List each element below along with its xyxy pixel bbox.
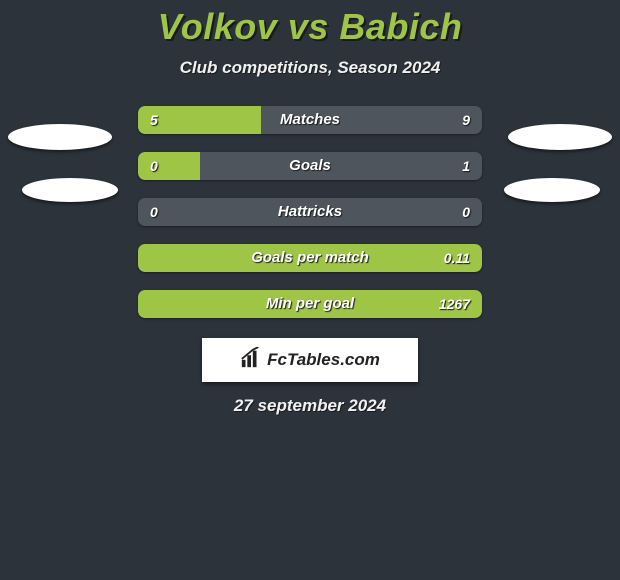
team-right-logo — [508, 124, 612, 150]
footer-date: 27 september 2024 — [0, 396, 620, 416]
subtitle: Club competitions, Season 2024 — [0, 58, 620, 78]
bars-icon — [240, 347, 262, 369]
stat-bar-right — [261, 106, 482, 134]
stat-value-left: 0 — [150, 152, 158, 180]
stat-value-left: 5 — [150, 106, 158, 134]
brand-label: FcTables.com — [267, 350, 380, 369]
stat-bar-right — [138, 244, 482, 272]
stat-value-right: 0 — [462, 198, 470, 226]
stat-bar — [138, 152, 482, 180]
team-left-logo — [8, 124, 112, 150]
page-title: Volkov vs Babich — [0, 0, 620, 48]
stat-bar — [138, 198, 482, 226]
stat-bar — [138, 244, 482, 272]
stat-value-right: 0.11 — [444, 244, 470, 272]
stat-bar — [138, 290, 482, 318]
stat-value-left: 0 — [150, 198, 158, 226]
stat-bar-right — [138, 290, 482, 318]
stat-row: 00Hattricks — [0, 198, 620, 226]
stat-row: 0.11Goals per match — [0, 244, 620, 272]
brand-badge[interactable]: FcTables.com — [202, 338, 418, 382]
stat-value-right: 1 — [462, 152, 470, 180]
team-left-logo-secondary — [22, 178, 118, 202]
team-right-logo-secondary — [504, 178, 600, 202]
stat-bar-right — [138, 198, 482, 226]
stat-bar-left — [138, 152, 200, 180]
stat-value-right: 9 — [462, 106, 470, 134]
stat-row: 1267Min per goal — [0, 290, 620, 318]
stat-bar-right — [200, 152, 482, 180]
stat-row: 01Goals — [0, 152, 620, 180]
stat-value-right: 1267 — [439, 290, 470, 318]
stat-bar — [138, 106, 482, 134]
